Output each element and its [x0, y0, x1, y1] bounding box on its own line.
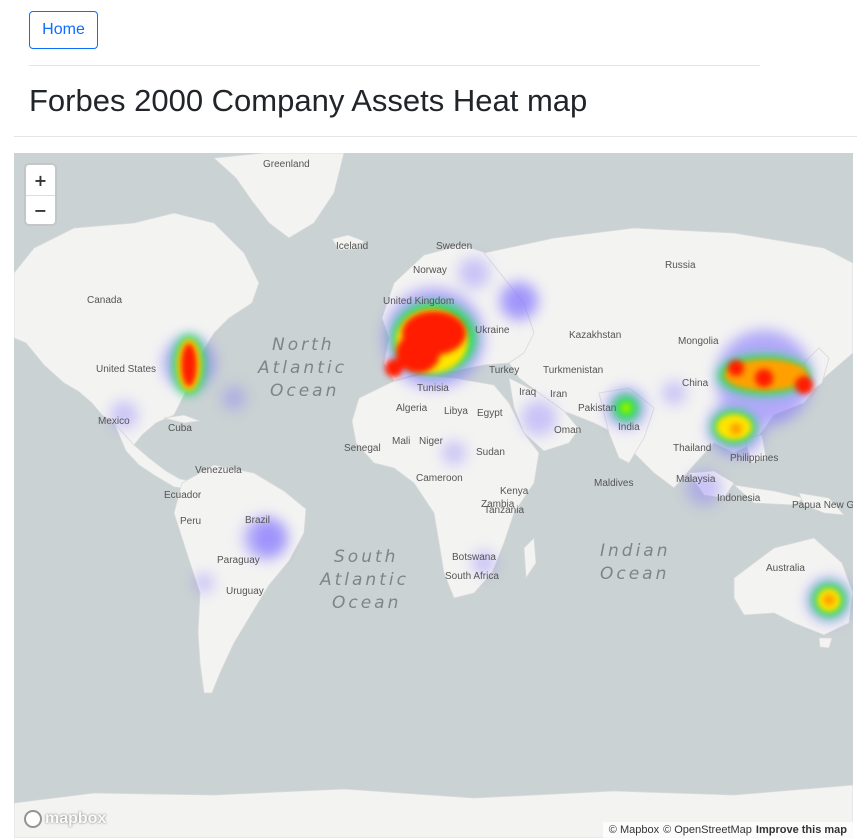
- country-label: Sudan: [476, 447, 505, 458]
- country-label: Thailand: [673, 443, 711, 454]
- map-attribution: © Mapbox © OpenStreetMap Improve this ma…: [602, 822, 853, 838]
- zoom-in-button[interactable]: +: [33, 170, 48, 190]
- country-label: Kazakhstan: [569, 330, 621, 341]
- country-label: Maldives: [594, 478, 633, 489]
- country-label: South Africa: [445, 571, 499, 582]
- country-label: Tanzania: [484, 505, 524, 516]
- country-label: Greenland: [263, 159, 310, 170]
- mapbox-logo[interactable]: mapbox: [24, 810, 106, 828]
- country-label: Peru: [180, 516, 201, 527]
- improve-map-link[interactable]: Improve this map: [755, 824, 847, 836]
- country-label: United Kingdom: [383, 296, 454, 307]
- country-label: Oman: [554, 425, 581, 436]
- mapbox-logo-text: mapbox: [45, 810, 107, 827]
- country-label: Botswana: [452, 552, 496, 563]
- country-label: Zambia: [481, 499, 515, 510]
- country-label: India: [618, 422, 640, 433]
- country-label: Senegal: [344, 443, 381, 454]
- land: [14, 153, 853, 838]
- zoom-out-button[interactable]: −: [26, 195, 55, 225]
- country-label: Sweden: [436, 241, 472, 252]
- country-label: Kenya: [500, 486, 529, 497]
- mapbox-attribution-link[interactable]: © Mapbox: [608, 824, 660, 836]
- country-label: United States: [96, 364, 156, 375]
- osm-attribution-link[interactable]: © OpenStreetMap: [663, 824, 752, 836]
- divider: [14, 136, 857, 137]
- country-label: Iceland: [336, 241, 368, 252]
- ocean-label: Atlantic: [319, 570, 409, 590]
- ocean-label: Atlantic: [257, 358, 347, 378]
- heat-layer-peak: [181, 311, 835, 606]
- heat-map[interactable]: North Atlantic Ocean South Atlantic Ocea…: [14, 153, 853, 838]
- country-label: Pakistan: [578, 403, 616, 414]
- country-label: Ukraine: [475, 325, 510, 336]
- country-label: Iran: [550, 389, 567, 400]
- country-label: Turkmenistan: [543, 365, 603, 376]
- country-label: Mali: [392, 436, 410, 447]
- country-label: Philippines: [730, 453, 778, 464]
- country-label: China: [682, 378, 709, 389]
- country-label: Canada: [87, 295, 122, 306]
- country-label: Uruguay: [226, 586, 264, 597]
- country-label: Brazil: [245, 515, 270, 526]
- country-label: Venezuela: [195, 465, 242, 476]
- country-label: Cameroon: [416, 473, 463, 484]
- country-label: Tunisia: [417, 383, 449, 394]
- home-button[interactable]: Home: [29, 11, 98, 49]
- country-label: Turkey: [489, 365, 519, 376]
- ocean-label: Indian: [600, 541, 671, 561]
- mapbox-icon: [24, 810, 42, 828]
- ocean-label: Ocean: [270, 381, 339, 401]
- ocean-label: Ocean: [600, 564, 669, 584]
- country-label: Australia: [766, 563, 805, 574]
- divider: [29, 65, 760, 66]
- country-label: Egypt: [477, 408, 503, 419]
- ocean-label: North: [272, 335, 335, 355]
- country-label: Iraq: [519, 387, 536, 398]
- ocean-label: South: [334, 547, 398, 567]
- country-label: Mongolia: [678, 336, 719, 347]
- country-label: Ecuador: [164, 490, 202, 501]
- country-label: Algeria: [396, 403, 428, 414]
- country-label: Mexico: [98, 416, 130, 427]
- country-label: Libya: [444, 406, 468, 417]
- country-label: Cuba: [168, 423, 192, 434]
- country-labels: Greenland Iceland Sweden Norway Russia C…: [87, 159, 853, 597]
- country-label: Indonesia: [717, 493, 761, 504]
- country-label: Papua New Guinea: [792, 500, 853, 511]
- country-label: Norway: [413, 265, 447, 276]
- country-label: Russia: [665, 260, 696, 271]
- country-label: Malaysia: [676, 474, 716, 485]
- page-title: Forbes 2000 Company Assets Heat map: [29, 83, 588, 118]
- ocean-labels: North Atlantic Ocean South Atlantic Ocea…: [257, 335, 671, 613]
- zoom-control: + −: [25, 164, 56, 225]
- country-label: Paraguay: [217, 555, 260, 566]
- ocean-label: Ocean: [332, 593, 401, 613]
- map-canvas[interactable]: North Atlantic Ocean South Atlantic Ocea…: [14, 153, 853, 838]
- country-label: Niger: [419, 436, 444, 447]
